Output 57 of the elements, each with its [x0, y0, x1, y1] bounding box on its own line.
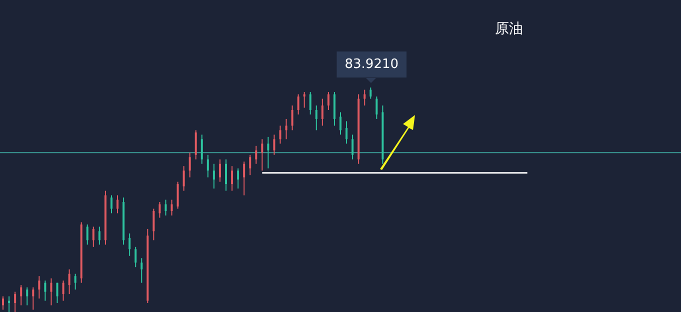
candlestick [98, 226, 100, 246]
candlestick [50, 278, 52, 306]
candlestick [32, 286, 34, 310]
candlestick [152, 208, 155, 241]
candlestick [74, 273, 76, 290]
candlestick [273, 134, 276, 156]
candlestick [249, 154, 252, 176]
candlestick [279, 125, 282, 144]
candlestick [134, 246, 137, 268]
candlestick [231, 166, 234, 192]
candlestick [243, 161, 246, 196]
candlestick [206, 154, 209, 178]
candlestick [261, 138, 264, 172]
candlestick [128, 232, 131, 256]
candlestick [158, 202, 161, 218]
candlestick [364, 89, 366, 106]
candlestick [291, 104, 294, 131]
candlestick [309, 92, 312, 115]
candlestick [182, 166, 185, 192]
candlestick [140, 258, 143, 284]
candlestick [116, 194, 119, 214]
candlestick [2, 296, 4, 310]
candlestick [86, 224, 88, 246]
candlestick [26, 286, 28, 306]
candlestick [255, 145, 258, 164]
candlestick [237, 168, 240, 190]
chart-title: 原油 [495, 20, 523, 38]
candlestick [38, 276, 40, 300]
candlestick [92, 226, 94, 248]
candlestick [110, 194, 112, 214]
candlestick [62, 280, 64, 302]
candlestick [315, 104, 318, 131]
candlestick [346, 120, 348, 144]
candlestick [44, 280, 46, 302]
candlestick [340, 112, 342, 136]
candlestick [376, 96, 378, 120]
candlestick [327, 92, 330, 110]
candlestick [267, 136, 270, 169]
candlestick [176, 181, 179, 210]
candlestick [321, 98, 324, 126]
candlestick [14, 291, 16, 312]
candlestick [224, 158, 227, 192]
candlestick [194, 130, 197, 160]
candlestick [297, 94, 300, 115]
candlestick [212, 163, 215, 190]
annotation: 83.9210 [344, 56, 399, 72]
candlestick [218, 158, 221, 182]
candlestick [285, 118, 288, 140]
candlestick [188, 152, 191, 178]
candlestick [20, 284, 22, 306]
candlestick [68, 268, 70, 295]
candlestick [170, 199, 173, 216]
candlestick [200, 134, 203, 164]
candlestick [56, 282, 58, 304]
candlestick [370, 87, 372, 100]
candlestick [164, 199, 167, 216]
candlestick [352, 134, 354, 160]
